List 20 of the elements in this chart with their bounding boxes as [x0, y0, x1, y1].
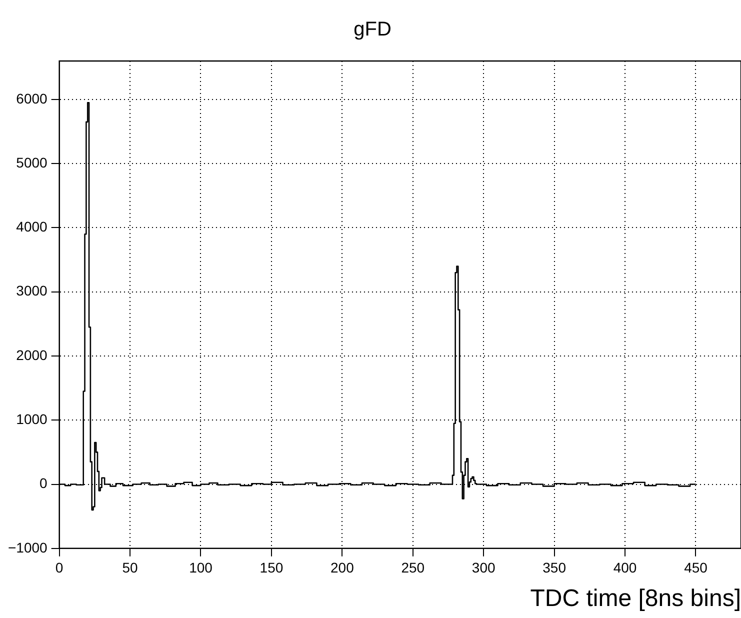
- x-tick-label: 150: [260, 560, 284, 576]
- x-tick-label: 50: [122, 560, 138, 576]
- y-tick-label: −1000: [8, 539, 48, 556]
- x-tick-label: 350: [542, 560, 566, 576]
- y-tick-label: 4000: [16, 218, 48, 235]
- y-tick-label: 1000: [16, 410, 48, 427]
- y-tick-label: 2000: [16, 346, 48, 363]
- y-tick-label: 6000: [16, 90, 48, 106]
- x-axis-title: TDC time [8ns bins]: [530, 585, 741, 612]
- x-tick-label: 0: [55, 560, 64, 576]
- x-tick-label: 450: [684, 560, 708, 576]
- y-tick-label: 0: [40, 475, 48, 492]
- x-tick-label: 250: [401, 560, 425, 576]
- x-tick-label: 400: [613, 560, 637, 576]
- y-tick-label: 3000: [16, 282, 48, 299]
- chart-title: gFD: [354, 18, 392, 41]
- x-tick-label: 300: [472, 560, 496, 576]
- x-tick-label: 100: [189, 560, 213, 576]
- y-tick-label: 5000: [16, 154, 48, 170]
- x-tick-label: 200: [330, 560, 354, 576]
